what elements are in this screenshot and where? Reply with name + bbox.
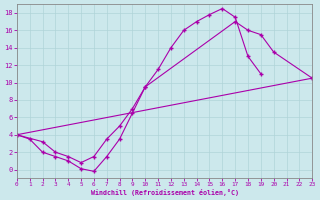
- X-axis label: Windchill (Refroidissement éolien,°C): Windchill (Refroidissement éolien,°C): [91, 189, 238, 196]
